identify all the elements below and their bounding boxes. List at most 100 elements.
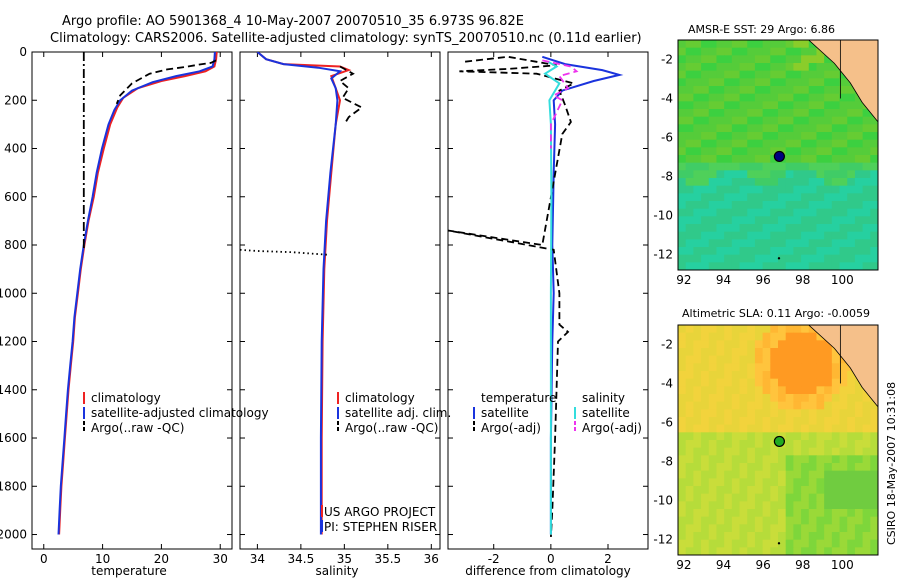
sla-cell bbox=[785, 325, 794, 334]
sla-cell bbox=[785, 470, 794, 479]
sst-cell bbox=[685, 254, 694, 263]
sst-cell bbox=[831, 239, 841, 248]
sla-cell bbox=[770, 325, 779, 334]
sst-cell bbox=[762, 193, 771, 202]
sst-cell bbox=[708, 101, 717, 110]
sla-cell bbox=[701, 524, 710, 533]
sst-cell bbox=[785, 139, 794, 148]
sla-cell bbox=[724, 409, 733, 418]
sla-cell bbox=[770, 447, 779, 456]
sla-cell bbox=[678, 547, 687, 555]
sla-cell bbox=[739, 348, 748, 357]
sst-cell bbox=[754, 239, 764, 248]
sla-cell bbox=[778, 325, 787, 334]
sst-cell bbox=[785, 116, 794, 125]
sla-cell bbox=[808, 493, 817, 502]
temperature-legend: climatology satellite-adjusted climatolo… bbox=[83, 391, 269, 435]
sst-cell bbox=[708, 93, 717, 102]
sst-cell bbox=[747, 101, 756, 110]
sst-cell bbox=[678, 254, 687, 263]
sla-cell bbox=[754, 394, 764, 403]
sst-cell bbox=[808, 132, 817, 141]
sst-cell bbox=[685, 231, 694, 240]
sla-cell bbox=[770, 509, 779, 518]
sla-cell bbox=[754, 432, 764, 441]
sst-cell bbox=[724, 162, 733, 171]
sst-cell bbox=[778, 47, 787, 56]
sst-cell bbox=[870, 155, 878, 164]
sla-cell bbox=[693, 547, 702, 555]
sla-cell bbox=[678, 371, 687, 380]
sst-cell bbox=[816, 162, 825, 171]
sla-cell bbox=[762, 371, 771, 380]
sst-cell bbox=[793, 254, 802, 263]
sla-cell bbox=[678, 340, 687, 349]
legend-sal-argo: Argo(..raw -QC) bbox=[345, 421, 438, 435]
sst-cell bbox=[808, 247, 817, 256]
sst-cell bbox=[839, 193, 848, 202]
sst-cell bbox=[793, 40, 802, 49]
sst-cell bbox=[816, 201, 825, 210]
sst-cell bbox=[770, 70, 779, 79]
sla-cell bbox=[816, 547, 825, 555]
sla-cell bbox=[793, 509, 802, 518]
sst-cell bbox=[754, 254, 764, 263]
sla-cell bbox=[708, 363, 717, 372]
sst-cell bbox=[716, 239, 725, 248]
sst-cell bbox=[754, 216, 764, 225]
sla-cell bbox=[801, 455, 810, 464]
sst-cell bbox=[808, 224, 817, 233]
sla-cell bbox=[708, 401, 717, 410]
sst-cell bbox=[716, 109, 725, 118]
sst-cell bbox=[793, 47, 802, 56]
sla-cell bbox=[731, 417, 741, 426]
diff-series-3 bbox=[542, 59, 579, 149]
sst-cell bbox=[831, 70, 841, 79]
sla-cell bbox=[862, 509, 871, 518]
sla-cell bbox=[778, 509, 787, 518]
sla-cell bbox=[793, 371, 802, 380]
sst-cell bbox=[778, 185, 787, 194]
sla-cell bbox=[716, 378, 725, 387]
sst-cell bbox=[793, 93, 802, 102]
sla-cell bbox=[854, 539, 864, 548]
sla-cell bbox=[801, 478, 810, 487]
sst-cell bbox=[778, 40, 787, 49]
sst-cell bbox=[701, 116, 710, 125]
sla-cell bbox=[693, 332, 702, 341]
sst-cell bbox=[870, 231, 878, 240]
sla-cell bbox=[793, 470, 802, 479]
sst-cell bbox=[754, 162, 764, 171]
sst-cell bbox=[793, 124, 802, 133]
sla-cell bbox=[731, 524, 741, 533]
sla-cell bbox=[693, 363, 702, 372]
diff-xtick-label-0: -2 bbox=[488, 552, 500, 566]
sst-cell bbox=[754, 178, 764, 187]
sla-cell bbox=[847, 539, 856, 548]
sst-cell bbox=[754, 86, 764, 95]
sst-cell bbox=[793, 155, 802, 164]
sst-cell bbox=[731, 193, 741, 202]
sla-cell bbox=[808, 378, 817, 387]
sla-cell bbox=[678, 432, 687, 441]
sla-cell bbox=[716, 463, 725, 472]
sla-cell bbox=[824, 340, 833, 349]
sla-cell bbox=[831, 547, 841, 555]
sst-cell bbox=[754, 124, 764, 133]
sst-cell bbox=[747, 170, 756, 179]
sst-cell bbox=[693, 201, 702, 210]
sst-cell bbox=[778, 208, 787, 217]
sla-cell bbox=[839, 493, 848, 502]
sst-cell bbox=[739, 109, 748, 118]
sst-cell bbox=[693, 132, 702, 141]
sla-cell bbox=[785, 493, 794, 502]
sla-cell bbox=[793, 355, 802, 364]
sla-cell bbox=[816, 401, 825, 410]
sst-cell bbox=[793, 193, 802, 202]
sst-cell bbox=[870, 247, 878, 256]
sst-cell bbox=[854, 162, 864, 171]
sst-cell bbox=[708, 132, 717, 141]
sla-cell bbox=[731, 325, 741, 334]
sst-cell bbox=[808, 78, 817, 87]
sst-cell bbox=[747, 224, 756, 233]
